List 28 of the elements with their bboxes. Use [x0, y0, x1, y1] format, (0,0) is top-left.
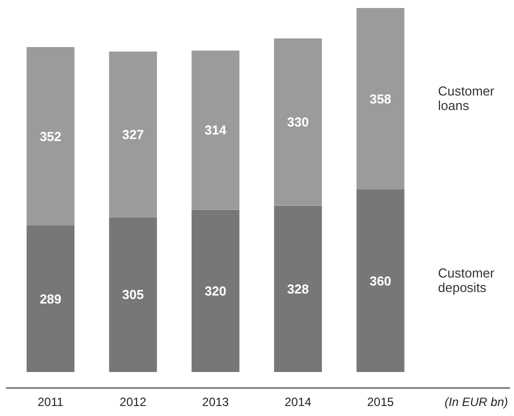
- text: Customer loans: [438, 83, 496, 114]
- bar: [26, 225, 74, 372]
- bar: [356, 189, 404, 372]
- x-tick-label: 2013: [202, 395, 230, 409]
- data-label: 328: [287, 281, 309, 296]
- data-label: 320: [204, 283, 226, 298]
- bar: [109, 217, 157, 372]
- x-tick-label: 2014: [284, 395, 312, 409]
- data-label: 314: [204, 122, 228, 138]
- data-label: 305: [122, 287, 144, 302]
- bar: [192, 50, 240, 210]
- x-tick-label: 2011: [38, 395, 64, 409]
- bar: [109, 52, 157, 218]
- x-tick-label: 2012: [120, 395, 147, 409]
- bar: [356, 8, 404, 190]
- bar: [26, 47, 74, 226]
- data-label: 330: [287, 114, 309, 130]
- data-label: 327: [122, 127, 144, 142]
- text: (In EUR bn): [444, 395, 508, 409]
- data-label: 360: [370, 273, 392, 288]
- data-label: 358: [370, 91, 392, 106]
- bar: [192, 210, 240, 372]
- x-tick-label: 2015: [367, 395, 394, 409]
- data-label: 289: [40, 291, 62, 306]
- text: Customer deposits: [438, 265, 496, 296]
- bar: [274, 38, 322, 206]
- data-label: 352: [40, 128, 62, 144]
- bar: [274, 206, 322, 372]
